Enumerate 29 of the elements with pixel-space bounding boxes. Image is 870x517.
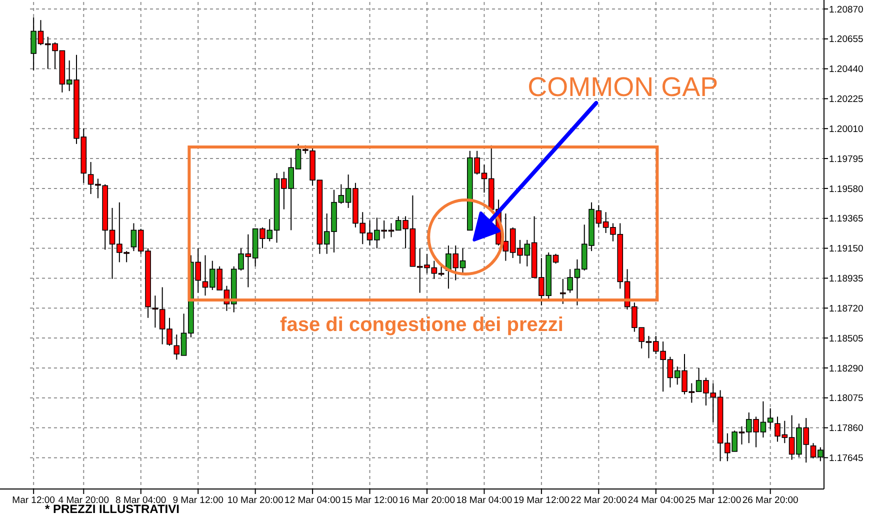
y-tick-label: 1.18720 [829,303,864,314]
y-tick-label: 1.17860 [829,423,864,434]
annotation: COMMON GAP [528,72,718,102]
y-tick-label: 1.20225 [829,94,864,106]
y-tick-label: 1.20010 [829,124,864,135]
x-tick-label: 26 Mar 20:00 [742,495,798,506]
x-tick-label: 18 Mar 04:00 [456,495,512,506]
y-tick-label: 1.19580 [829,184,864,195]
y-tick-label: 1.18505 [829,333,864,344]
x-tick-label: 10 Mar 20:00 [227,495,284,506]
annotation: fase di congestione dei prezzi [280,314,564,336]
x-tick-label: 12 Mar 04:00 [284,495,341,506]
y-tick-label: 1.18290 [829,363,864,374]
y-tick-label: 1.19365 [829,214,864,225]
y-tick-label: 1.18075 [829,393,864,404]
y-tick-label: 1.19150 [829,244,864,255]
x-tick-label: 22 Mar 20:00 [570,495,627,506]
x-tick-label: 19 Mar 12:00 [513,495,570,506]
x-tick-label: 24 Mar 04:00 [628,495,684,506]
candlestick [560,278,566,304]
y-tick-label: 1.20870 [829,4,864,16]
y-tick-label: 1.20440 [829,64,864,76]
x-tick-label: 16 Mar 20:00 [399,495,455,506]
x-tick-label: 15 Mar 12:00 [342,495,398,506]
y-tick-label: 1.20655 [829,34,864,46]
x-tick-label: 25 Mar 12:00 [685,495,742,506]
y-tick-label: 1.17645 [829,453,864,464]
y-tick-label: 1.18935 [829,274,864,285]
y-tick-label: 1.19795 [829,154,864,165]
